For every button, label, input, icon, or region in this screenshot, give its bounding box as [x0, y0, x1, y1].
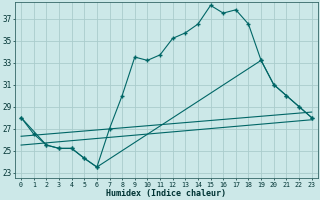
X-axis label: Humidex (Indice chaleur): Humidex (Indice chaleur) [106, 189, 226, 198]
